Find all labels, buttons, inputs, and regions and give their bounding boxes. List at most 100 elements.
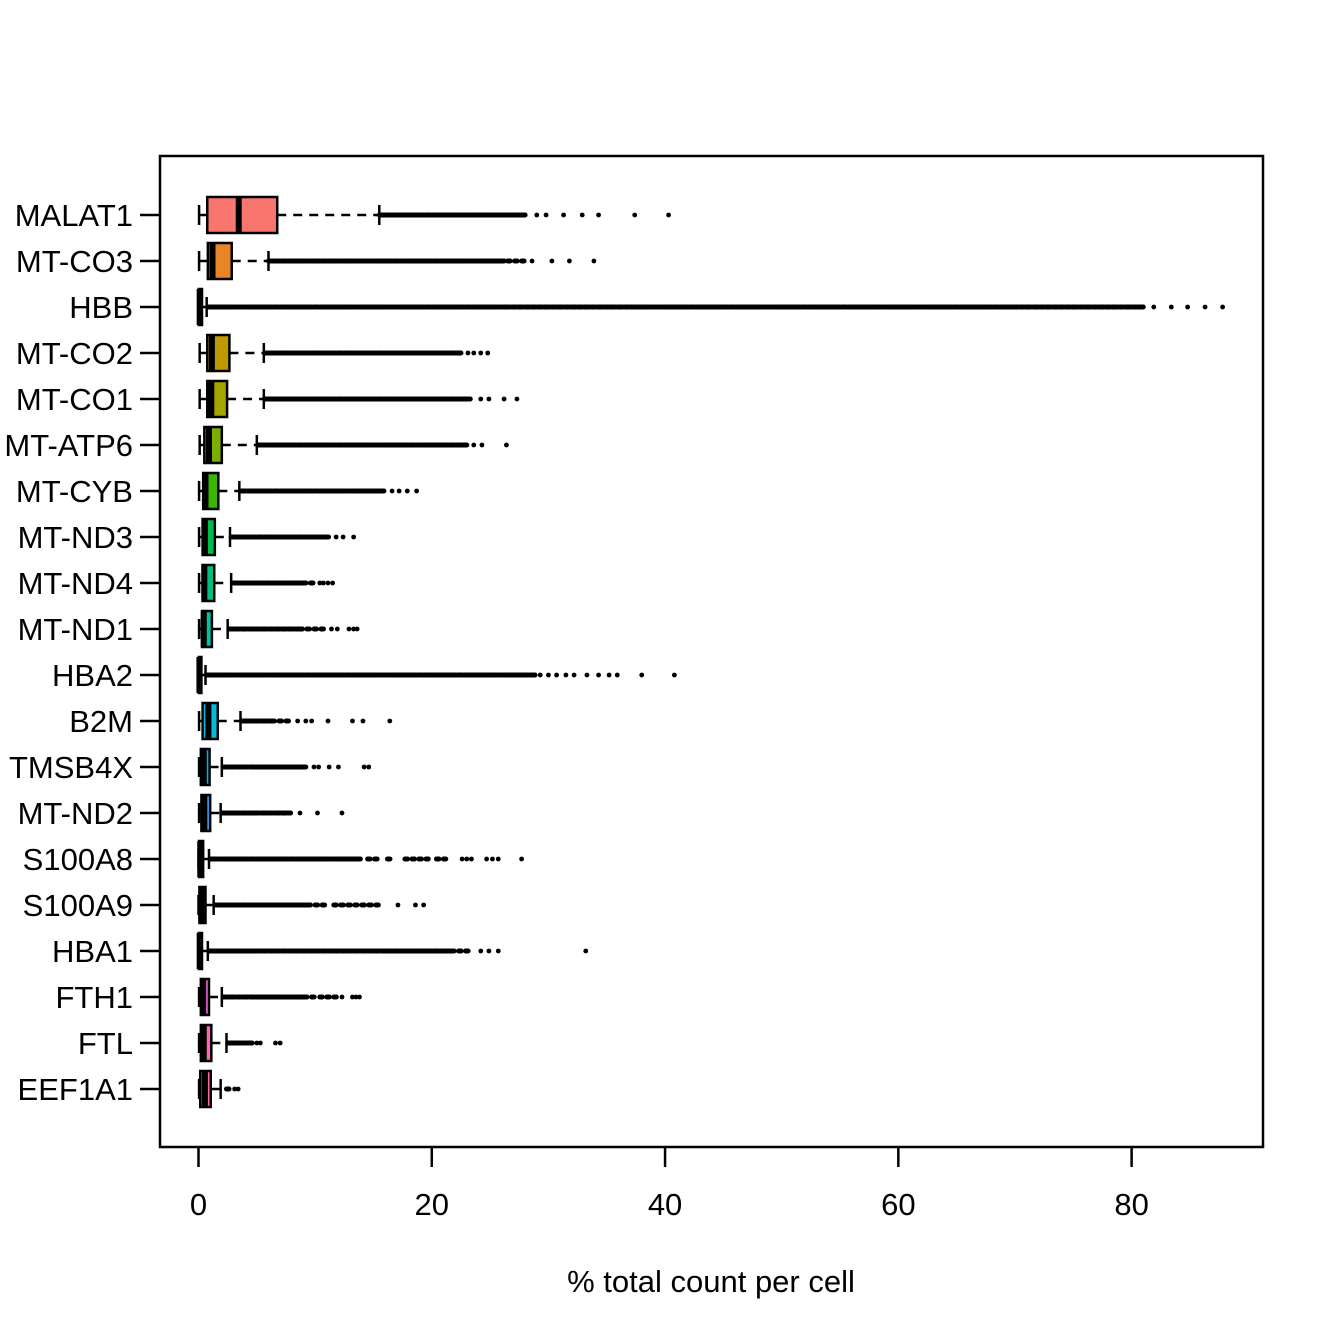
outlier-dot xyxy=(639,672,645,678)
boxplot-row-hba2: HBA2 xyxy=(52,655,677,695)
outlier-dot xyxy=(353,994,359,1000)
outlier-dot xyxy=(486,948,492,954)
boxplot-row-mt-co1: MT-CO1 xyxy=(16,379,520,419)
boxplot-row-mt-atp6: MT-ATP6 xyxy=(4,425,509,465)
y-tick-label: MALAT1 xyxy=(15,198,133,233)
boxplot-row-mt-co3: MT-CO3 xyxy=(16,241,597,281)
boxplot-row-hba1: HBA1 xyxy=(52,931,589,971)
outlier-dot xyxy=(334,626,340,632)
outlier-dot xyxy=(504,442,509,448)
boxplot-row-mt-co2: MT-CO2 xyxy=(16,333,491,373)
outlier-dot xyxy=(389,488,395,494)
outlier-dot xyxy=(471,442,477,448)
outlier-dot xyxy=(325,580,331,586)
outlier-dot xyxy=(534,212,540,218)
outlier-dot xyxy=(478,350,484,356)
outlier-dot xyxy=(339,810,345,816)
iqr-box xyxy=(205,195,279,235)
y-tick-label: MT-CO1 xyxy=(16,382,133,417)
y-tick-label: MT-CO2 xyxy=(16,336,133,371)
outlier-dot xyxy=(478,948,484,954)
outlier-dot xyxy=(297,810,303,816)
outlier-dot xyxy=(357,994,362,1000)
outlier-dot xyxy=(584,672,590,678)
boxplot-row-tmsb4x: TMSB4X xyxy=(9,747,372,787)
outlier-dot xyxy=(339,994,345,1000)
outlier-dot xyxy=(554,672,559,678)
y-tick-label: MT-CYB xyxy=(16,474,133,509)
outlier-dot xyxy=(596,672,601,678)
boxplot-row-s100a8: S100A8 xyxy=(23,839,524,879)
outlier-dot xyxy=(320,580,326,586)
outlier-dot xyxy=(316,764,322,770)
outlier-dot xyxy=(606,672,612,678)
outlier-dot xyxy=(543,212,549,218)
outlier-dot xyxy=(567,258,572,264)
outlier-dot xyxy=(235,1086,241,1092)
outlier-dot xyxy=(421,902,427,908)
y-tick-label: MT-CO3 xyxy=(16,244,133,279)
outlier-dot xyxy=(1220,304,1225,310)
outlier-dot xyxy=(459,856,465,862)
y-tick-label: S100A9 xyxy=(23,888,133,923)
outlier-dot xyxy=(471,350,477,356)
outlier-dot xyxy=(495,856,501,862)
x-tick-label: 20 xyxy=(415,1187,449,1222)
outlier-dot xyxy=(330,580,336,586)
outlier-dot xyxy=(485,350,491,356)
x-axis-title: % total count per cell xyxy=(567,1264,855,1299)
outlier-dot xyxy=(1202,304,1208,310)
outlier-dot xyxy=(351,534,357,540)
outlier-dot xyxy=(514,396,520,402)
outlier-dot xyxy=(501,396,507,402)
outlier-dot xyxy=(354,626,360,632)
outlier-dot xyxy=(277,1040,283,1046)
outlier-dot xyxy=(571,672,577,678)
outlier-dot xyxy=(414,488,420,494)
outlier-dot xyxy=(361,764,367,770)
outlier-dot xyxy=(303,718,309,724)
outlier-dot xyxy=(387,718,393,724)
outlier-dot xyxy=(336,764,341,770)
outlier-dot xyxy=(351,626,357,632)
outlier-dot xyxy=(257,1040,263,1046)
outlier-dot xyxy=(273,1040,278,1046)
outlier-dot xyxy=(329,626,334,632)
outlier-dot xyxy=(1185,304,1191,310)
outlier-dot xyxy=(495,948,501,954)
outlier-dot xyxy=(1151,304,1157,310)
y-tick-label: MT-ND3 xyxy=(18,520,133,555)
boxplot-row-eef1a1: EEF1A1 xyxy=(18,1069,241,1109)
x-tick-label: 80 xyxy=(1114,1187,1148,1222)
outlier-dot xyxy=(549,258,555,264)
outlier-dot xyxy=(671,672,677,678)
outlier-dot xyxy=(326,764,332,770)
outlier-dot xyxy=(561,212,566,218)
outlier-dot xyxy=(317,580,323,586)
outlier-dot xyxy=(563,672,569,678)
outlier-dot xyxy=(583,948,589,954)
outlier-dot xyxy=(591,258,597,264)
outlier-dot xyxy=(295,718,301,724)
outlier-dot xyxy=(632,212,638,218)
outlier-dot xyxy=(395,902,401,908)
boxplot-row-mt-nd2: MT-ND2 xyxy=(18,793,345,833)
y-tick-label: HBA1 xyxy=(52,934,133,969)
outlier-dot xyxy=(340,534,346,540)
outlier-dot xyxy=(396,488,402,494)
boxplot-row-ftl: FTL xyxy=(78,1023,283,1063)
x-tick-label: 0 xyxy=(190,1187,207,1222)
boxplot-row-mt-nd3: MT-ND3 xyxy=(18,517,357,557)
y-tick-label: HBA2 xyxy=(52,658,133,693)
y-tick-label: TMSB4X xyxy=(9,750,133,785)
outlier-dot xyxy=(490,856,495,862)
plot-border xyxy=(158,154,1265,1149)
outlier-dot xyxy=(1168,304,1174,310)
y-tick-label: FTL xyxy=(78,1026,133,1061)
outlier-dot xyxy=(254,1040,260,1046)
boxplot-row-mt-nd4: MT-ND4 xyxy=(18,563,336,603)
outlier-dot xyxy=(325,718,331,724)
y-tick-label: FTH1 xyxy=(56,980,134,1015)
outlier-dot xyxy=(537,672,543,678)
